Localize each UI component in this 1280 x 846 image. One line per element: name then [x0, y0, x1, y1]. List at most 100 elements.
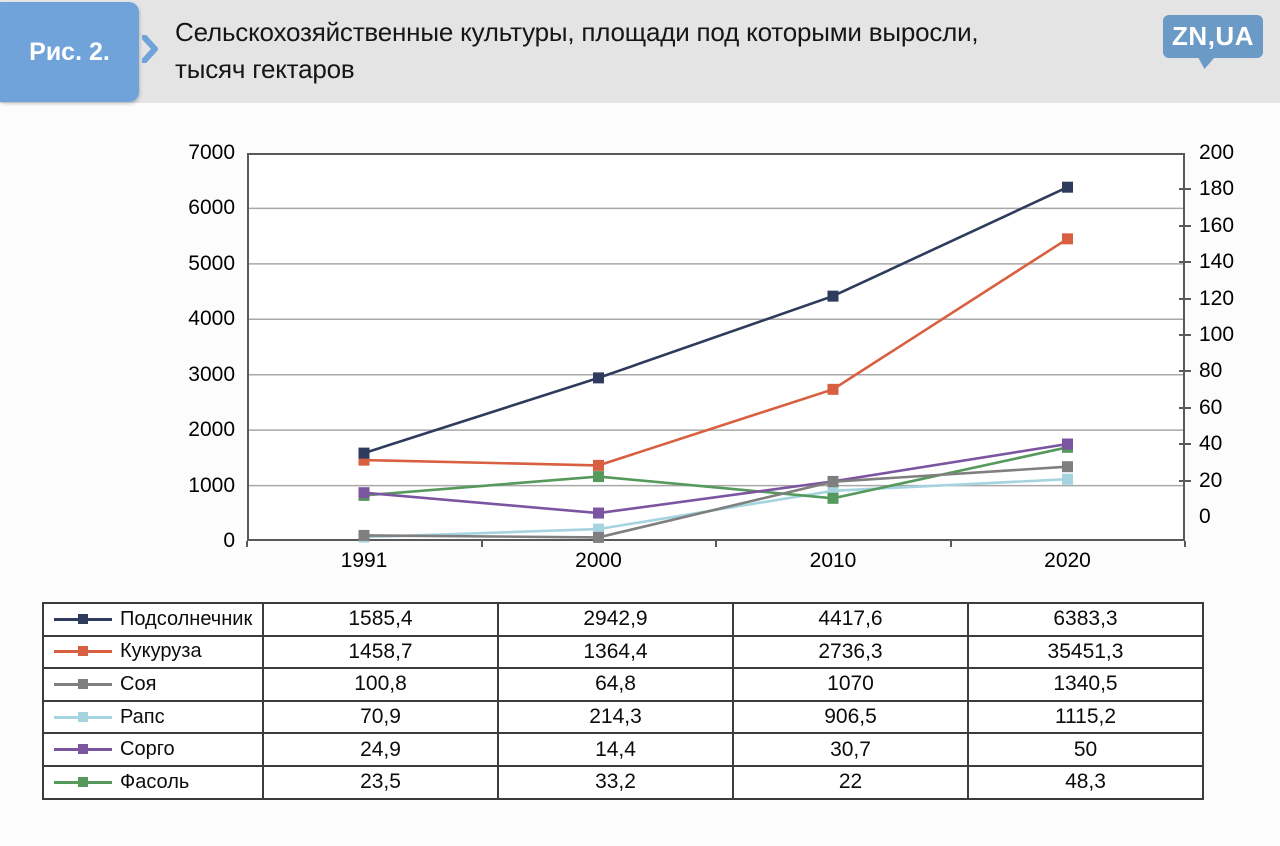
table-row-Соя: Соя 100,8 64,8 1070 1340,5	[42, 667, 1204, 702]
data-point-marker	[593, 523, 604, 535]
table-value-cell: 35451,3	[967, 634, 1204, 670]
legend-label: Сорго	[120, 738, 175, 761]
legend-swatch: Подсолнечник	[44, 608, 262, 631]
y-axis-left-tick-label: 0	[223, 529, 235, 552]
data-point-marker	[1062, 438, 1073, 450]
legend-marker-icon	[78, 711, 88, 722]
series-line	[363, 186, 1069, 455]
y-axis-right-tick-label: 60	[1199, 395, 1223, 419]
y-axis-left-tick-label: 6000	[188, 196, 235, 220]
legend-cell: Кукуруза	[42, 634, 264, 670]
table-value-cell: 24,9	[262, 732, 499, 767]
figure-badge: Рис. 2.	[0, 2, 139, 102]
table-value-cell: 4417,6	[732, 602, 969, 637]
table-value-cell: 70,9	[262, 699, 499, 735]
legend-swatch: Соя	[44, 673, 262, 696]
page-title-line1: Сельскохозяйственные культуры, площади п…	[175, 17, 979, 47]
y-axis-left-tick-label: 2000	[188, 418, 235, 442]
table-row-Подсолнечник: Подсолнечник 1585,4 2942,9 4417,6 6383,3	[42, 602, 1204, 637]
y-axis-right-tick-label: 40	[1199, 432, 1223, 456]
data-point-marker	[1062, 233, 1073, 245]
table-value-cell: 22	[732, 764, 969, 800]
data-point-marker	[827, 492, 839, 504]
table-value-cell: 100,8	[262, 667, 499, 702]
legend-swatch: Фасоль	[44, 771, 262, 794]
table-value-cell: 33,2	[497, 764, 734, 800]
y-axis-right-tick	[1179, 261, 1191, 264]
table-value-cell: 14,4	[497, 732, 734, 767]
y-axis-right-tick	[1179, 224, 1191, 227]
table-row-Фасоль: Фасоль 23,5 33,2 22 48,3	[42, 764, 1204, 800]
y-axis-right-tick-label: 200	[1199, 141, 1235, 164]
series-line	[363, 465, 1068, 539]
table-value-cell: 214,3	[497, 699, 734, 735]
data-point-marker	[358, 529, 370, 541]
x-axis-tick	[1184, 541, 1186, 547]
x-axis-tick-label: 2000	[575, 549, 622, 572]
table-value-cell: 48,3	[967, 764, 1204, 800]
legend-marker-icon	[78, 744, 88, 755]
series-line	[363, 442, 1068, 515]
data-point-marker	[358, 447, 370, 459]
x-axis-tick-label: 1991	[340, 549, 388, 572]
y-axis-right-tick	[1179, 443, 1191, 446]
table-value-cell: 906,5	[732, 699, 969, 735]
x-axis-tick-label: 2010	[809, 549, 857, 572]
y-axis-right-tick-label: 160	[1199, 213, 1235, 237]
table-value-cell: 1364,4	[497, 634, 734, 670]
table-value-cell: 2736,3	[732, 634, 969, 670]
legend-swatch: Кукуруза	[44, 640, 262, 663]
data-point-marker	[358, 487, 370, 499]
table-value-cell: 1585,4	[262, 602, 499, 637]
legend-cell: Рапс	[42, 699, 264, 735]
legend-line-icon	[54, 646, 112, 657]
table-value-cell: 64,8	[497, 667, 734, 702]
page-title: Сельскохозяйственные культуры, площади п…	[175, 14, 1125, 88]
data-point-marker	[827, 485, 839, 497]
table-value-cell: 1115,2	[967, 699, 1204, 735]
data-point-marker	[593, 531, 604, 543]
legend-line-icon	[54, 744, 112, 755]
table-value-cell: 23,5	[262, 764, 499, 800]
y-axis-right-tick-label: 80	[1199, 359, 1223, 383]
legend-marker-icon	[78, 678, 88, 689]
legend-line-icon	[54, 776, 112, 787]
x-axis-tick-label: 2020	[1044, 549, 1091, 572]
data-point-marker	[827, 476, 839, 488]
x-axis-tick	[949, 541, 952, 547]
y-axis-right-tick	[1179, 334, 1191, 336]
table-value-cell: 1458,7	[262, 634, 499, 670]
y-axis-left-tick-label: 5000	[188, 251, 235, 275]
y-axis-right-tick-label: 20	[1199, 468, 1223, 492]
y-axis-right-tick-label: 120	[1199, 286, 1235, 310]
y-axis-right-tick-label: 100	[1199, 323, 1235, 346]
y-axis-left-tick-label: 7000	[188, 141, 235, 164]
series-Кукуруза	[358, 233, 1073, 471]
table-value-cell: 1070	[732, 667, 969, 702]
legend-label: Подсолнечник	[120, 607, 253, 630]
data-table: Подсолнечник 1585,4 2942,9 4417,6 6383,3 Куку…	[42, 602, 1204, 800]
table-value-cell: 1340,5	[967, 667, 1204, 702]
plot-area	[247, 153, 1185, 543]
y-axis-right-tick-label: 180	[1199, 177, 1235, 201]
page-title-line2: тысяч гектаров	[175, 54, 355, 84]
data-point-marker	[827, 290, 839, 302]
data-point-marker	[593, 471, 604, 483]
figure-label: Рис. 2.	[29, 37, 110, 66]
data-point-marker	[593, 459, 604, 471]
data-point-marker	[827, 383, 839, 395]
y-axis-right-tick	[1179, 479, 1191, 482]
table-value-cell: 30,7	[732, 732, 969, 767]
y-axis-right-tick	[1179, 406, 1191, 409]
legend-cell: Сорго	[42, 732, 264, 767]
legend-label: Соя	[120, 672, 157, 695]
y-axis-right-tick	[1179, 188, 1191, 191]
legend-swatch: Сорго	[44, 738, 262, 761]
line-chart: 7000 6000 5000 4000 3000 2000 1000 0 200 180 160 14…	[188, 141, 1235, 572]
y-axis-left-tick-label: 3000	[188, 362, 235, 386]
y-axis-right-tick-label: 140	[1199, 250, 1235, 274]
header-band	[0, 0, 1280, 103]
y-axis-left-tick-label: 1000	[188, 473, 235, 497]
y-axis-right-tick	[1179, 297, 1191, 300]
table-row-Рапс: Рапс 70,9 214,3 906,5 1115,2	[42, 699, 1204, 735]
